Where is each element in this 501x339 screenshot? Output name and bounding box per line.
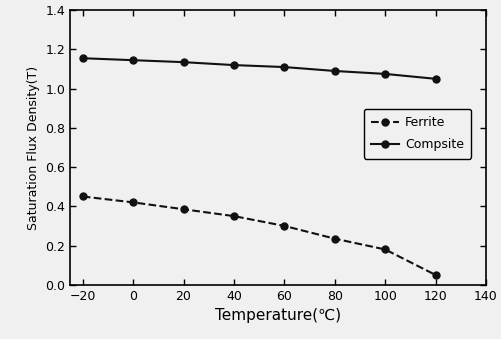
Line: Ferrite: Ferrite (79, 193, 439, 278)
Ferrite (282, 224, 288, 228)
Ferrite (80, 195, 86, 199)
Y-axis label: Saturation Flux Density(T): Saturation Flux Density(T) (27, 65, 40, 230)
Compsite (432, 77, 438, 81)
Compsite (80, 56, 86, 60)
X-axis label: Temperature(℃): Temperature(℃) (215, 308, 341, 323)
Compsite (382, 72, 388, 76)
Ferrite (332, 237, 338, 241)
Compsite (231, 63, 237, 67)
Compsite (180, 60, 186, 64)
Line: Compsite: Compsite (79, 55, 439, 82)
Compsite (332, 69, 338, 73)
Ferrite (382, 247, 388, 252)
Ferrite (231, 214, 237, 218)
Ferrite (432, 273, 438, 277)
Ferrite (130, 200, 136, 204)
Compsite (282, 65, 288, 69)
Legend: Ferrite, Compsite: Ferrite, Compsite (364, 109, 471, 159)
Ferrite (180, 207, 186, 211)
Compsite (130, 58, 136, 62)
